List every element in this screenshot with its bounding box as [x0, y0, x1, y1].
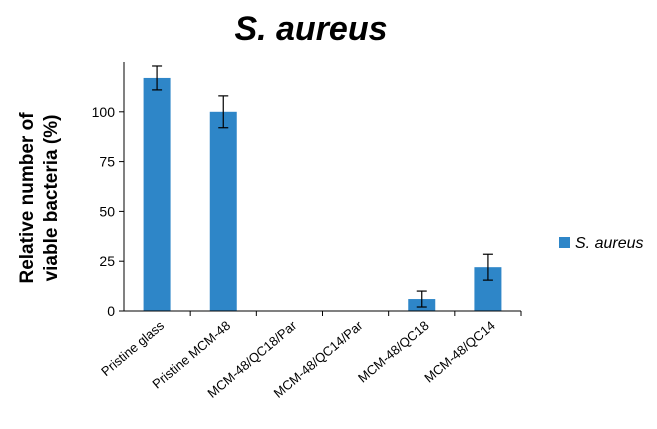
y-axis-label-line-1: Relative number of: [17, 112, 38, 284]
y-tick-label: 50: [99, 203, 115, 219]
y-tick-label: 75: [99, 154, 115, 170]
bars: [143, 77, 502, 311]
error-bars: [152, 65, 493, 308]
y-tick-label: 25: [99, 253, 115, 269]
x-tick-label: MCM-48/QC14: [421, 318, 498, 386]
bar: [209, 111, 237, 311]
bar: [143, 77, 171, 311]
y-axis-label-line-2: viable bacteria (%): [41, 115, 62, 282]
x-tick-label: MCM-48/QC18: [355, 318, 432, 386]
x-tick-label: Pristine glass: [98, 317, 167, 379]
y-tick-label: 100: [92, 104, 116, 120]
legend: S. aureus: [559, 235, 643, 252]
legend-label: S. aureus: [575, 235, 643, 252]
chart-title: S. aureus: [234, 10, 387, 48]
y-tick-label: 0: [107, 303, 115, 319]
legend-swatch: [559, 237, 570, 248]
y-axis-ticks: 0 25 50 75 100: [92, 104, 124, 319]
